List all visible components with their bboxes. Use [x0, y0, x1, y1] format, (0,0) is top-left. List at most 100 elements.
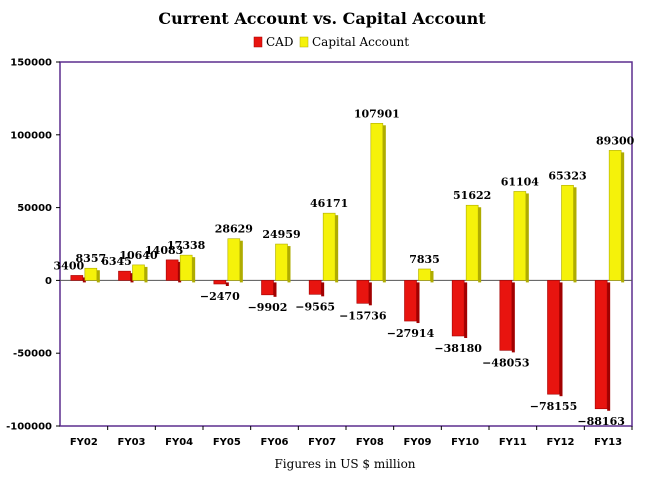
x-tick-label: FY11 [499, 437, 527, 448]
cad-data-label: −15736 [339, 309, 387, 322]
bar-side [225, 282, 229, 286]
bar-side [607, 282, 611, 411]
cad-bar-group: −88163 [577, 280, 625, 428]
capital-account-bar-group: 51622 [453, 189, 491, 283]
bar-side [559, 282, 563, 397]
x-axis-label: Figures in US $ million [274, 457, 415, 471]
capital-account-bar-group: 61104 [501, 175, 540, 283]
bar-side [464, 282, 468, 338]
bar-side [368, 282, 372, 306]
y-tick-label: -50000 [13, 349, 52, 360]
cad-bar [356, 280, 370, 304]
legend-swatch-cad [253, 36, 263, 48]
x-tick-label: FY07 [308, 437, 336, 448]
cad-bar [261, 280, 274, 296]
capital-account-bar-group: 89300 [596, 134, 635, 283]
cad-data-label: 3400 [54, 259, 85, 272]
cad-bar-group: −48053 [482, 280, 530, 369]
cad-bar-group: −9902 [248, 280, 288, 314]
y-tick-label: 100000 [10, 130, 52, 141]
cad-bar-group: −9565 [295, 280, 335, 313]
capital-account-data-label: 65323 [548, 169, 586, 182]
bar-side [478, 207, 482, 283]
capital-account-bar [608, 150, 622, 281]
cad-bar-group: −2470 [200, 280, 240, 303]
capital-account-bar [132, 264, 145, 281]
cad-bar-group: 6345 [101, 255, 134, 283]
legend-swatch-capital-account [299, 36, 309, 48]
capital-account-data-label: 17338 [167, 239, 206, 252]
capital-account-bar-group: 28629 [215, 223, 253, 283]
capital-account-bar-group: 65323 [548, 169, 587, 283]
x-tick-label: FY05 [213, 437, 241, 448]
cad-bar [213, 280, 227, 285]
capital-account-bar [418, 268, 431, 281]
cad-bar [70, 275, 84, 281]
cad-bar-group: 3400 [54, 259, 86, 283]
capital-account-bar [84, 267, 98, 281]
capital-account-bar [513, 191, 527, 281]
cad-bar-group: −78155 [530, 280, 578, 413]
y-tick-label: 150000 [10, 58, 52, 69]
capital-account-bar [179, 254, 193, 281]
cad-data-label: −2470 [200, 290, 240, 303]
capital-account-bar [465, 204, 479, 281]
bar-side [382, 125, 386, 283]
legend-label-capital-account: Capital Account [312, 35, 409, 49]
bar-side [192, 257, 196, 283]
capital-account-data-label: 51622 [453, 189, 491, 202]
cad-bar-group: −38180 [434, 280, 482, 355]
cad-data-label: −9902 [248, 301, 288, 314]
bar-side [82, 277, 86, 283]
capital-account-bar-group: 107901 [354, 107, 400, 283]
legend: CAD Capital Account [253, 35, 409, 49]
capital-account-data-label: 46171 [310, 197, 348, 210]
capital-account-bar [561, 184, 574, 281]
capital-account-data-label: 8357 [76, 252, 107, 265]
bar-side [273, 282, 277, 297]
x-tick-label: FY09 [404, 437, 432, 448]
plot-area: 150000100000500000-50000-100000FY0234008… [6, 58, 635, 449]
y-tick-label: 0 [45, 276, 52, 287]
capital-account-data-label: 61104 [501, 175, 540, 188]
bar-side [573, 187, 577, 283]
x-tick-label: FY10 [451, 437, 479, 448]
x-tick-label: FY06 [261, 437, 289, 448]
bar-side [335, 215, 339, 283]
cad-data-label: −78155 [530, 400, 578, 413]
capital-account-data-label: 24959 [262, 228, 300, 241]
x-tick-label: FY02 [70, 437, 98, 448]
capital-account-bar [275, 243, 288, 281]
bar-side [525, 193, 529, 283]
chart-title: Current Account vs. Capital Account [158, 9, 486, 28]
cad-bar [118, 270, 131, 281]
y-tick-label: 50000 [17, 203, 52, 214]
bar-side [416, 282, 420, 324]
x-tick-label: FY08 [356, 437, 384, 448]
cad-bar-group: −27914 [387, 280, 435, 340]
cad-data-label: −38180 [434, 342, 482, 355]
capital-account-bar [322, 212, 336, 281]
cad-data-label: 14083 [145, 244, 183, 257]
capital-account-bar [370, 122, 384, 281]
cad-bar [308, 280, 322, 295]
capital-account-bar-group: 8357 [76, 252, 107, 283]
y-tick-label: -100000 [6, 422, 52, 433]
legend-label-cad: CAD [266, 35, 293, 49]
cad-data-label: −48053 [482, 356, 530, 369]
bar-side [621, 152, 625, 283]
x-tick-label: FY03 [118, 437, 146, 448]
cad-bar [451, 280, 465, 337]
bar-side [144, 266, 148, 283]
bar-side [511, 282, 515, 353]
capital-account-data-label: 107901 [354, 107, 400, 120]
cad-bar [404, 280, 417, 322]
capital-account-bar-group: 10640 [119, 249, 158, 283]
bar-side [96, 270, 100, 283]
cad-data-label: −27914 [387, 327, 435, 340]
bar-side [130, 273, 134, 283]
capital-account-data-label: 89300 [596, 134, 635, 147]
bar-side [287, 246, 291, 283]
capital-account-data-label: 7835 [409, 253, 440, 266]
